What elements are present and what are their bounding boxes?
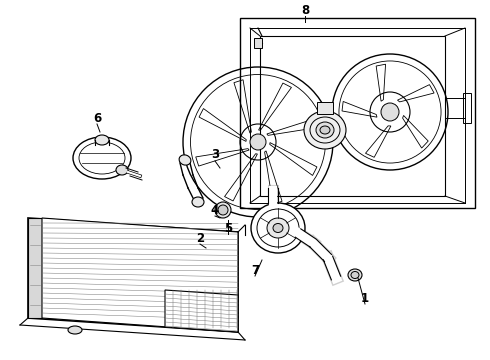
Text: 1: 1	[361, 292, 369, 305]
Polygon shape	[28, 218, 42, 318]
Text: 7: 7	[251, 264, 259, 276]
Ellipse shape	[116, 165, 128, 175]
Text: 6: 6	[93, 112, 101, 125]
Ellipse shape	[179, 155, 191, 165]
Ellipse shape	[304, 111, 346, 149]
Circle shape	[250, 134, 266, 150]
Ellipse shape	[251, 203, 305, 253]
Ellipse shape	[95, 135, 109, 145]
Ellipse shape	[218, 205, 228, 215]
Ellipse shape	[192, 197, 204, 207]
Text: 3: 3	[211, 148, 219, 162]
Ellipse shape	[348, 269, 362, 281]
Circle shape	[381, 103, 399, 121]
Text: 5: 5	[224, 221, 232, 234]
Ellipse shape	[68, 326, 82, 334]
Bar	[240, 18, 475, 208]
Bar	[317, 102, 333, 114]
Bar	[254, 38, 262, 48]
Ellipse shape	[73, 137, 131, 179]
Ellipse shape	[351, 271, 359, 279]
Text: 4: 4	[211, 203, 219, 216]
Ellipse shape	[267, 218, 289, 238]
Ellipse shape	[215, 202, 231, 218]
Bar	[260, 36, 445, 196]
Text: 2: 2	[196, 231, 204, 244]
Ellipse shape	[316, 122, 334, 138]
Bar	[463, 93, 471, 123]
Text: 8: 8	[301, 4, 309, 17]
Ellipse shape	[273, 224, 283, 233]
Polygon shape	[42, 218, 238, 332]
Ellipse shape	[320, 126, 330, 134]
Polygon shape	[165, 290, 238, 332]
